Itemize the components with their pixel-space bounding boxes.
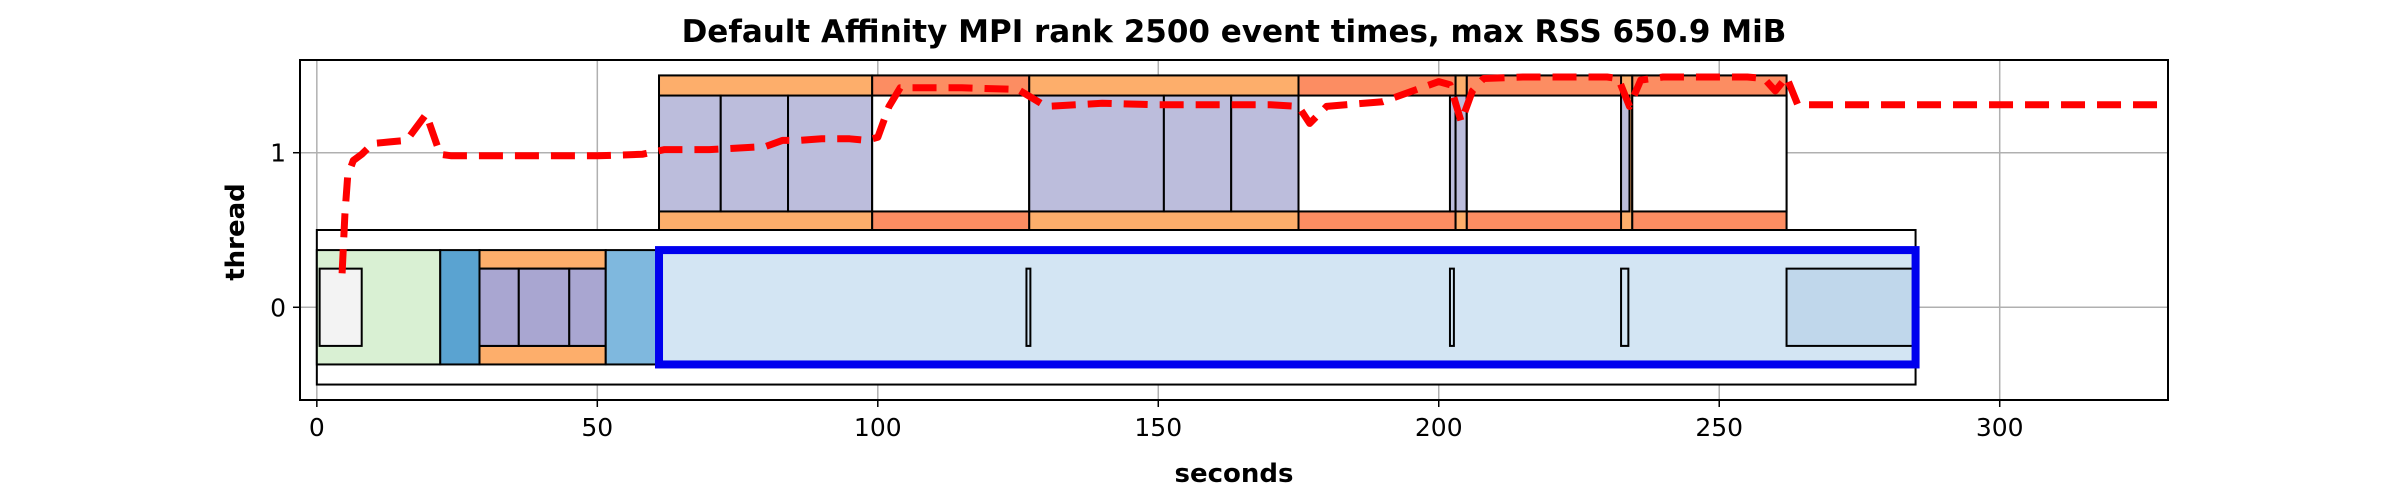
event-bar bbox=[1448, 267, 1455, 347]
event-bar bbox=[517, 267, 571, 347]
event-bar bbox=[439, 249, 481, 366]
event-bars bbox=[315, 74, 1917, 386]
event-bar bbox=[1025, 267, 1032, 347]
event-bar bbox=[1028, 94, 1165, 213]
event-bar bbox=[658, 249, 1917, 366]
event-bar bbox=[719, 94, 790, 213]
x-tick-label: 100 bbox=[854, 413, 902, 442]
x-tick-label: 0 bbox=[309, 413, 325, 442]
event-bar bbox=[478, 267, 520, 347]
event-bar bbox=[1162, 94, 1233, 213]
event-bar bbox=[1631, 94, 1788, 213]
event-bar bbox=[318, 267, 363, 347]
event-bar bbox=[1620, 267, 1630, 347]
y-axis: 01 bbox=[270, 139, 300, 322]
event-bar bbox=[1785, 267, 1917, 347]
x-axis-label: seconds bbox=[1175, 459, 1294, 489]
event-bar bbox=[871, 94, 1031, 213]
highlight-layer bbox=[655, 246, 1920, 369]
event-bar bbox=[1230, 94, 1300, 213]
highlight-outline bbox=[655, 246, 1920, 369]
event-bar bbox=[1465, 94, 1623, 213]
x-axis: 0 50 100 150 200 250 300 bbox=[309, 400, 2024, 442]
x-tick-label: 250 bbox=[1695, 413, 1743, 442]
y-tick-label: 0 bbox=[270, 293, 286, 322]
x-tick-label: 200 bbox=[1415, 413, 1463, 442]
event-bar bbox=[658, 94, 722, 213]
x-tick-label: 50 bbox=[581, 413, 613, 442]
event-bar bbox=[604, 249, 661, 366]
y-tick-label: 1 bbox=[270, 139, 286, 168]
event-bar bbox=[787, 94, 874, 213]
chart-title: Default Affinity MPI rank 2500 event tim… bbox=[682, 14, 1787, 50]
event-bar bbox=[1297, 94, 1451, 213]
event-bar bbox=[1620, 94, 1631, 213]
plot-area bbox=[299, 59, 2169, 401]
y-axis-label: thread bbox=[221, 183, 251, 281]
rss-line bbox=[338, 73, 2168, 274]
rss-line-layer bbox=[338, 73, 2168, 274]
x-tick-label: 150 bbox=[1134, 413, 1182, 442]
x-tick-label: 300 bbox=[1976, 413, 2024, 442]
event-bar bbox=[568, 267, 607, 347]
plot-frame bbox=[299, 59, 2169, 401]
